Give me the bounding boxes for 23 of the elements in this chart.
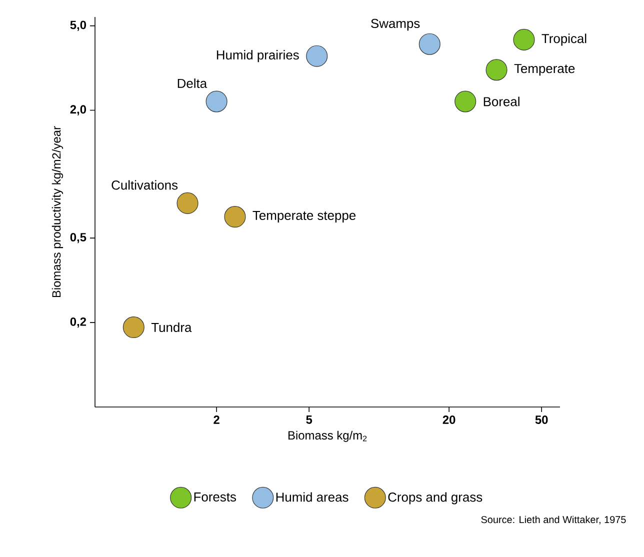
source-note: Source: Lieth and Wittaker, 1975 [481,516,626,524]
annotation: Swamps [371,18,420,31]
x-tick-label: 2 [214,416,220,424]
y-axis-title: Biomass productivity kg/m2/year [52,126,64,298]
x-tick-label: 50 [535,416,548,424]
y-tick-label: 0,2 [70,317,86,328]
annotation: Tundra [151,322,192,332]
annotation: Temperate [514,64,575,76]
legend-label: Forests [194,492,236,502]
legend-label: Humid areas [276,492,348,502]
annotation: Delta [178,78,208,88]
y-tick-label: 5,0 [70,20,86,31]
x-tick-label: 5 [306,416,312,424]
annotation: Boreal [484,96,520,106]
annotation: Temperate steppe [252,210,356,223]
annotation: Cultivations [112,180,178,190]
legend-label: Crops and grass [388,492,482,504]
x-tick-label: 20 [442,416,456,424]
annotation: Tropical [542,34,586,46]
x-axis-title: Biomass kg/m$_{2}$ [288,430,367,442]
y-tick-label: 0,5 [70,232,86,244]
annotation: Humid prairies [216,50,299,62]
y-tick-label: 2,0 [70,105,86,116]
